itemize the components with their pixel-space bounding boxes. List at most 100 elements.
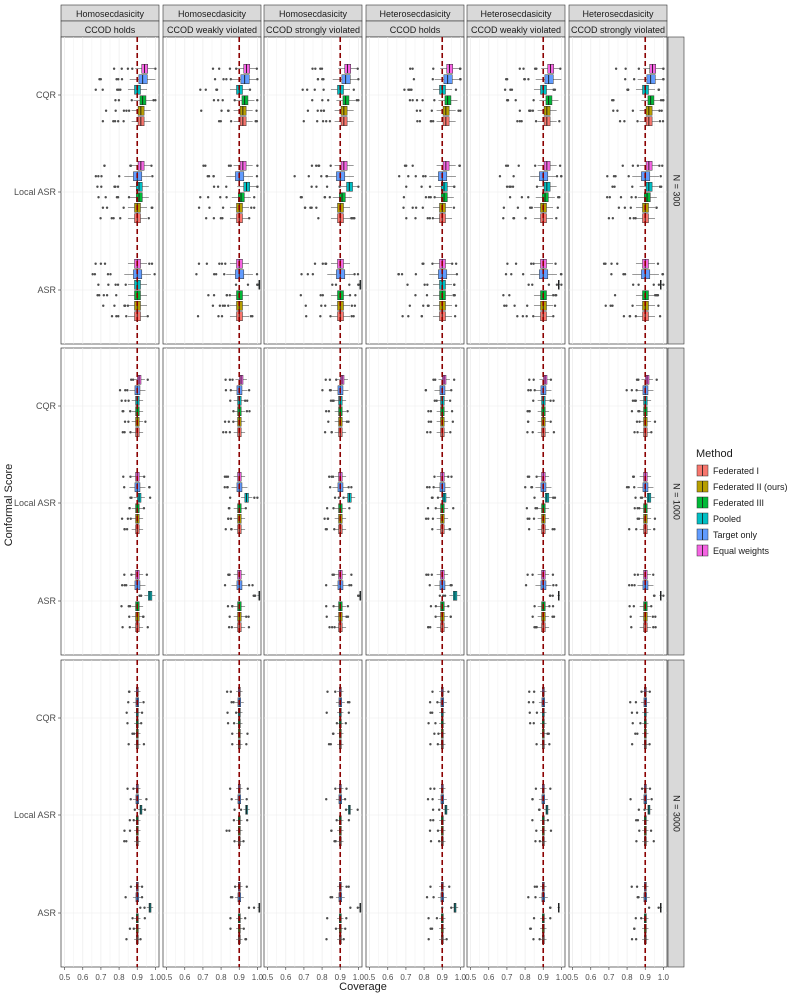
outlier <box>315 120 319 123</box>
outlier <box>120 399 123 402</box>
x-tick-label: 0.5 <box>161 973 173 982</box>
outlier <box>211 304 215 307</box>
outlier <box>521 273 525 276</box>
outlier <box>100 185 103 188</box>
outlier <box>110 315 114 318</box>
box <box>548 903 560 913</box>
outlier <box>145 573 149 576</box>
outlier <box>556 196 560 199</box>
box <box>431 805 450 815</box>
outlier <box>114 99 117 102</box>
outlier <box>104 196 107 199</box>
outlier <box>243 917 247 920</box>
outlier <box>299 294 303 297</box>
outlier <box>127 399 130 402</box>
facet-panel <box>466 347 566 656</box>
outlier <box>504 164 508 167</box>
outlier <box>154 99 157 102</box>
facet-panel <box>162 36 262 345</box>
outlier <box>559 175 563 178</box>
x-tick-label: 0.5 <box>262 973 274 982</box>
box <box>548 591 560 601</box>
outlier <box>146 378 149 381</box>
outlier <box>114 109 117 112</box>
outlier <box>129 496 132 499</box>
outlier <box>657 88 660 91</box>
outlier <box>304 315 308 318</box>
outlier <box>221 206 225 209</box>
outlier <box>424 196 428 199</box>
outlier <box>627 88 630 91</box>
outlier <box>113 185 116 188</box>
outlier <box>636 819 640 822</box>
facet-panel <box>60 36 160 345</box>
outlier <box>414 206 418 209</box>
outlier <box>506 164 510 167</box>
facet-panel <box>568 36 668 345</box>
outlier <box>636 507 639 510</box>
outlier <box>129 164 133 167</box>
outlier <box>357 594 360 597</box>
outlier <box>216 185 220 188</box>
outlier <box>520 120 523 123</box>
outlier <box>197 262 201 265</box>
outlier <box>660 185 663 188</box>
outlier <box>653 420 657 423</box>
outlier <box>636 896 639 899</box>
box <box>532 934 547 944</box>
outlier <box>551 528 554 531</box>
outlier <box>331 283 334 286</box>
outlier <box>226 722 230 725</box>
outlier <box>629 798 632 801</box>
box <box>402 192 454 202</box>
outlier <box>400 273 404 276</box>
outlier <box>327 410 331 413</box>
outlier <box>130 99 133 102</box>
outlier <box>636 164 640 167</box>
outlier <box>509 185 513 188</box>
outlier <box>623 120 626 123</box>
outlier <box>551 573 555 576</box>
facet-strip-top-label: Heterosecdasicity <box>480 9 552 19</box>
outlier <box>611 217 615 220</box>
box <box>333 493 356 503</box>
outlier <box>630 584 634 587</box>
outlier <box>332 507 335 510</box>
x-tick-label: 0.5 <box>59 973 71 982</box>
outlier <box>348 283 351 286</box>
outlier <box>531 615 534 618</box>
outlier <box>428 185 432 188</box>
outlier <box>223 486 226 489</box>
outlier <box>433 399 436 402</box>
outlier <box>414 273 418 276</box>
x-tick-label: 1.0 <box>252 973 264 982</box>
outlier <box>126 67 130 70</box>
outlier <box>327 475 331 478</box>
outlier <box>638 507 641 510</box>
outlier <box>414 217 417 220</box>
outlier <box>233 840 236 843</box>
outlier <box>614 175 617 178</box>
outlier <box>150 164 153 167</box>
outlier <box>145 798 148 801</box>
outlier <box>512 217 516 220</box>
outlier <box>552 615 556 618</box>
outlier <box>256 283 259 286</box>
outlier <box>640 787 644 790</box>
outlier <box>411 99 414 102</box>
outlier <box>629 701 632 704</box>
box <box>502 203 560 213</box>
outlier <box>232 410 235 413</box>
outlier <box>637 808 641 811</box>
outlier <box>558 164 562 167</box>
outlier <box>143 917 147 920</box>
outlier <box>150 206 153 209</box>
outlier <box>123 584 126 587</box>
x-tick-label: 0.7 <box>603 973 615 982</box>
outlier <box>230 626 234 629</box>
outlier <box>431 690 434 693</box>
x-tick-label: 0.7 <box>501 973 513 982</box>
facets: Homosecdasicity CCOD holds Homosecdasicity… <box>14 4 685 982</box>
outlier <box>128 819 132 822</box>
outlier <box>147 217 150 220</box>
